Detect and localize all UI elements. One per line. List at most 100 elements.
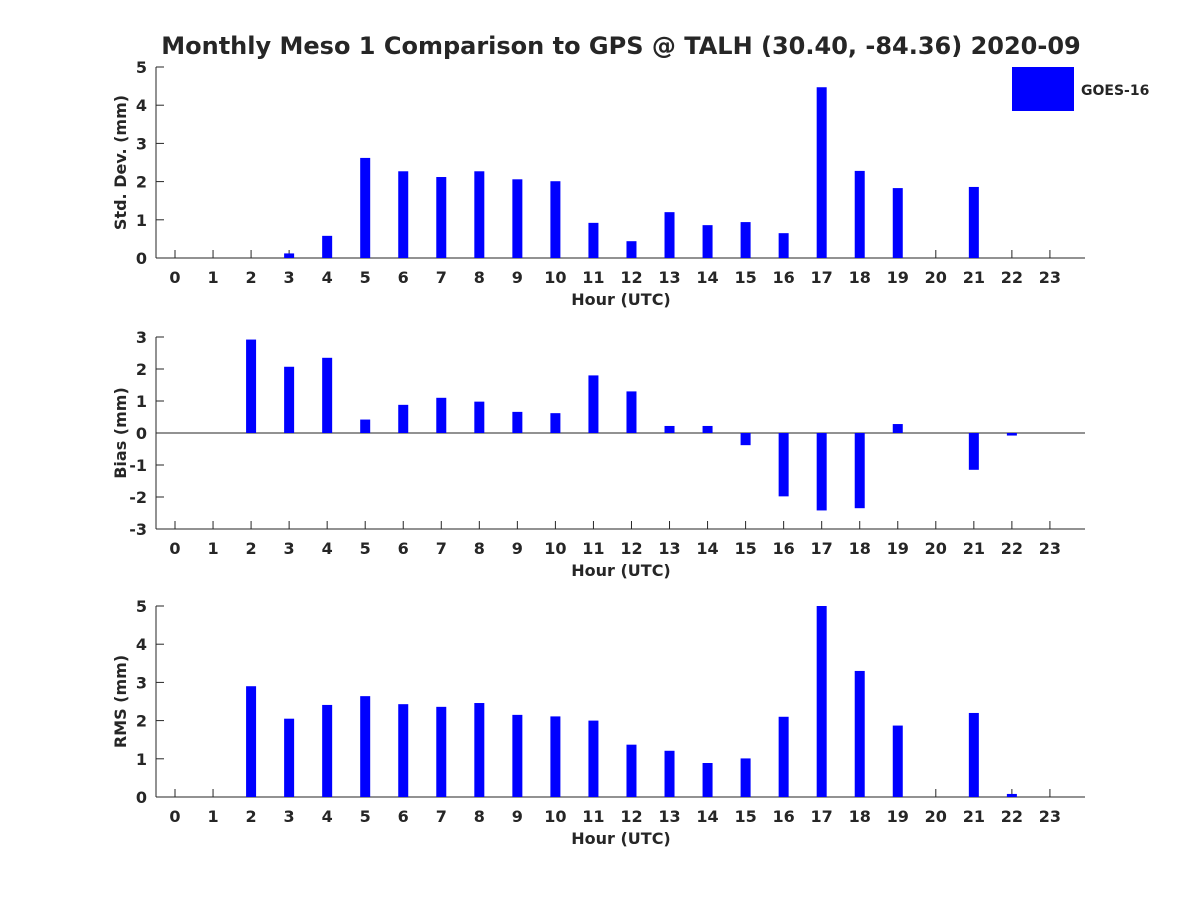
stddev-bar-hour-18 [854, 170, 865, 258]
bias-bar-hour-9 [512, 411, 523, 433]
stddev-x-tick-label: 7 [436, 268, 447, 287]
bias-y-tick-label: -2 [129, 488, 147, 507]
stddev-x-tick-label: 2 [246, 268, 257, 287]
stddev-x-tick-label: 18 [849, 268, 871, 287]
bias-x-tick-label: 4 [322, 539, 333, 558]
bias-bar-hour-6 [398, 404, 409, 433]
bias-x-tick-label: 12 [620, 539, 642, 558]
bias-bar-hour-5 [360, 419, 371, 433]
bias-x-tick-label: 0 [169, 539, 180, 558]
bias-x-tick-label: 14 [696, 539, 718, 558]
stddev-bar-hour-16 [778, 233, 789, 258]
stddev-x-axis-label: Hour (UTC) [571, 290, 671, 309]
bias-x-tick-label: 10 [544, 539, 566, 558]
rms-bar-hour-7 [436, 706, 447, 797]
rms-bar-hour-15 [740, 758, 751, 797]
rms-x-tick-label: 2 [246, 807, 257, 826]
stddev-x-tick-label: 16 [773, 268, 795, 287]
bias-bar-hour-18 [854, 433, 865, 509]
rms-x-tick-label: 8 [474, 807, 485, 826]
rms-x-tick-label: 18 [849, 807, 871, 826]
bias-y-tick-label: -1 [129, 456, 147, 475]
stddev-bar-hour-10 [550, 181, 561, 258]
rms-bar-hour-12 [626, 744, 637, 797]
rms-bar-hour-8 [474, 703, 485, 797]
rms-bar-hour-9 [512, 714, 523, 797]
bias-x-tick-label: 20 [925, 539, 947, 558]
figure-title: Monthly Meso 1 Comparison to GPS @ TALH … [161, 32, 1080, 60]
stddev-x-tick-label: 10 [544, 268, 566, 287]
rms-x-tick-label: 12 [620, 807, 642, 826]
stddev-bar-hour-11 [588, 222, 599, 258]
rms-y-tick-label: 4 [136, 635, 147, 654]
rms-y-tick-label: 5 [136, 597, 147, 616]
stddev-bar-hour-21 [968, 186, 979, 258]
bias-bar-hour-4 [322, 357, 333, 433]
rms-bar-hour-4 [322, 704, 333, 797]
stddev-x-tick-label: 5 [360, 268, 371, 287]
bias-bar-hour-2 [246, 339, 257, 433]
rms-x-tick-label: 23 [1039, 807, 1061, 826]
stddev-x-tick-label: 11 [582, 268, 604, 287]
stddev-bar-hour-5 [360, 157, 371, 258]
bias-x-tick-label: 16 [773, 539, 795, 558]
bias-x-tick-label: 13 [658, 539, 680, 558]
rms-x-tick-label: 20 [925, 807, 947, 826]
stddev-bar-hour-9 [512, 179, 523, 258]
rms-y-tick-label: 1 [136, 750, 147, 769]
stddev-y-tick-label: 0 [136, 249, 147, 268]
rms-y-tick-label: 0 [136, 788, 147, 807]
stddev-x-tick-label: 22 [1001, 268, 1023, 287]
bias-y-tick-label: -3 [129, 520, 147, 539]
stddev-x-tick-label: 13 [658, 268, 680, 287]
stddev-x-tick-label: 15 [734, 268, 756, 287]
stddev-x-tick-label: 17 [811, 268, 833, 287]
stddev-x-tick-label: 4 [322, 268, 333, 287]
rms-x-tick-label: 16 [773, 807, 795, 826]
rms-bar-hour-22 [1006, 793, 1017, 797]
rms-x-tick-label: 14 [696, 807, 718, 826]
stddev-bar-hour-12 [626, 241, 637, 258]
bias-bar-hour-21 [968, 433, 979, 470]
rms-bar-hour-17 [816, 606, 827, 797]
rms-x-tick-label: 15 [734, 807, 756, 826]
rms-bar-hour-3 [284, 718, 295, 797]
stddev-x-tick-label: 1 [207, 268, 218, 287]
rms-bar-hour-11 [588, 720, 599, 797]
bias-bar-hour-10 [550, 413, 561, 433]
stddev-x-tick-label: 23 [1039, 268, 1061, 287]
bias-x-tick-label: 18 [849, 539, 871, 558]
bias-bar-hour-16 [778, 433, 789, 497]
rms-bar-hour-14 [702, 763, 713, 797]
bias-x-tick-label: 15 [734, 539, 756, 558]
rms-x-axis-label: Hour (UTC) [571, 829, 671, 848]
rms-bar-hour-16 [778, 716, 789, 797]
stddev-y-tick-label: 4 [136, 96, 147, 115]
rms-bar-hour-19 [892, 725, 903, 797]
bias-x-tick-label: 6 [398, 539, 409, 558]
bias-bar-hour-3 [284, 366, 295, 433]
stddev-y-tick-label: 1 [136, 211, 147, 230]
rms-x-tick-label: 4 [322, 807, 333, 826]
bias-bar-hour-22 [1006, 433, 1017, 436]
stddev-bar-hour-13 [664, 212, 675, 258]
legend: GOES-16 [1012, 67, 1149, 111]
rms-x-tick-label: 11 [582, 807, 604, 826]
rms-x-tick-label: 21 [963, 807, 985, 826]
bias-y-tick-label: 1 [136, 392, 147, 411]
rms-bar-hour-5 [360, 696, 371, 797]
bias-y-tick-label: 2 [136, 360, 147, 379]
rms-x-tick-label: 19 [887, 807, 909, 826]
rms-x-tick-label: 0 [169, 807, 180, 826]
stddev-bar-hour-3 [284, 253, 295, 258]
rms-bar-hour-13 [664, 750, 675, 797]
bias-x-tick-label: 9 [512, 539, 523, 558]
stddev-bar-hour-14 [702, 225, 713, 258]
legend-swatch [1012, 67, 1074, 111]
stddev-x-tick-label: 0 [169, 268, 180, 287]
stddev-x-tick-label: 8 [474, 268, 485, 287]
bias-x-tick-label: 23 [1039, 539, 1061, 558]
